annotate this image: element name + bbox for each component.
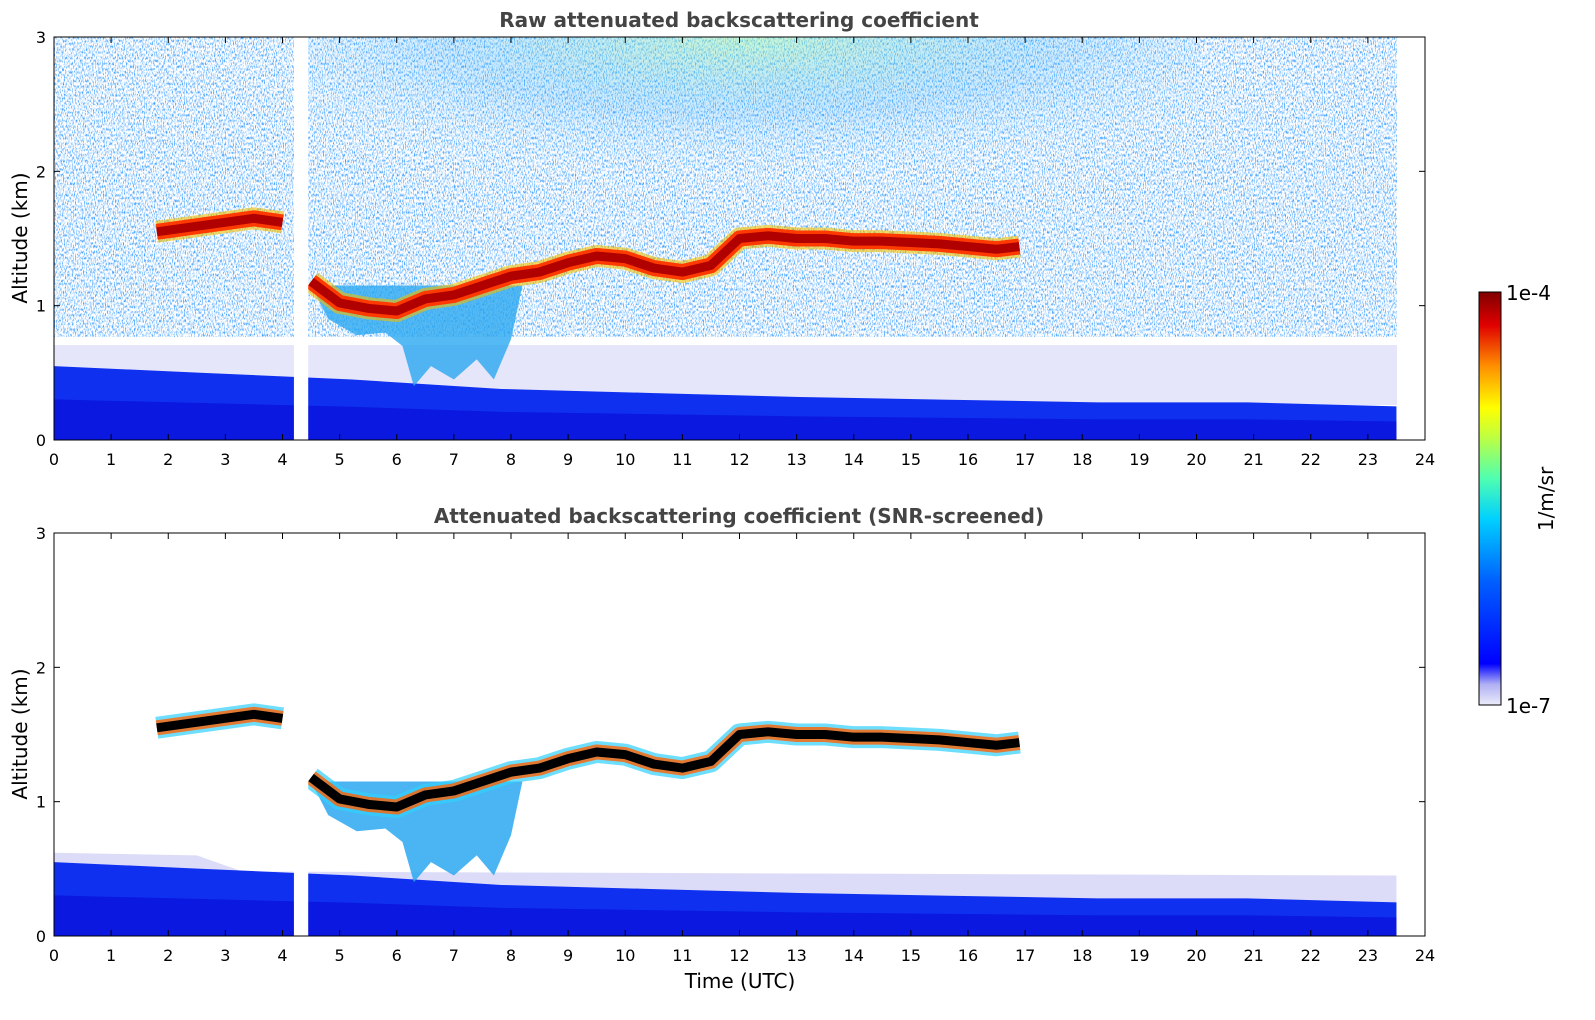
bottom-heatmap [54, 533, 1425, 936]
x-tick-label: 23 [1358, 946, 1378, 965]
x-tick-label: 9 [563, 946, 573, 965]
y-tick-label: 3 [36, 28, 46, 47]
x-tick-label: 2 [163, 946, 173, 965]
x-tick-label: 12 [729, 946, 749, 965]
x-tick-label: 10 [615, 946, 635, 965]
x-tick-label: 24 [1415, 946, 1435, 965]
colorbar: 1e-4 1e-7 1/m/sr [1478, 281, 1558, 718]
x-tick-label: 22 [1301, 450, 1321, 469]
x-tick-label: 21 [1243, 946, 1263, 965]
y-tick-label: 0 [36, 927, 46, 946]
x-tick-label: 19 [1129, 450, 1149, 469]
x-tick-label: 9 [563, 450, 573, 469]
x-tick-label: 21 [1243, 450, 1263, 469]
x-tick-label: 18 [1072, 450, 1092, 469]
y-tick-label: 1 [36, 297, 46, 316]
colorbar-max-label: 1e-4 [1506, 281, 1551, 305]
top-right-blank [1397, 37, 1425, 440]
x-tick-label: 15 [901, 946, 921, 965]
colorbar-gradient [1478, 291, 1502, 706]
x-tick-label: 18 [1072, 946, 1092, 965]
x-tick-label: 15 [901, 450, 921, 469]
x-tick-label: 22 [1301, 946, 1321, 965]
x-tick-label: 10 [615, 450, 635, 469]
x-tick-label: 4 [277, 450, 287, 469]
x-tick-label: 14 [844, 450, 864, 469]
x-tick-label: 5 [335, 450, 345, 469]
top-y-axis: 0 1 2 3 [36, 28, 1425, 450]
top-data-gap [293, 37, 309, 440]
y-tick-label: 0 [36, 431, 46, 450]
top-boundary-layer-core [54, 399, 1397, 440]
x-tick-label: 16 [958, 946, 978, 965]
top-noise-glow [300, 37, 1200, 257]
x-tick-label: 1 [106, 946, 116, 965]
x-tick-label: 16 [958, 450, 978, 469]
x-tick-label: 13 [786, 946, 806, 965]
top-heatmap [54, 37, 1425, 440]
x-tick-label: 12 [729, 450, 749, 469]
bottom-data-gap [293, 533, 309, 936]
x-tick-label: 7 [449, 946, 459, 965]
x-tick-label: 3 [220, 450, 230, 469]
x-tick-label: 8 [506, 450, 516, 469]
top-x-axis: 0 1 2 3 4 5 6 7 8 9 10 11 12 13 14 15 16 17 18 19 20 21 22 23 24 [49, 37, 1435, 469]
x-tick-label: 5 [335, 946, 345, 965]
y-tick-label: 3 [36, 524, 46, 543]
x-tick-label: 3 [220, 946, 230, 965]
x-tick-label: 17 [1015, 946, 1035, 965]
x-tick-label: 2 [163, 450, 173, 469]
colorbar-unit-label: 1/m/sr [1534, 466, 1558, 531]
bottom-x-axis: 0 1 2 3 4 5 6 7 8 9 10 11 12 13 14 15 16 17 18 19 20 21 22 23 24 [49, 533, 1435, 965]
colorbar-min-label: 1e-7 [1506, 694, 1551, 718]
top-cloud-layer [156, 213, 1020, 316]
bottom-y-axis-label: Altitude (km) [8, 668, 32, 799]
top-y-axis-label: Altitude (km) [8, 172, 32, 303]
x-tick-label: 0 [49, 946, 59, 965]
x-tick-label: 20 [1186, 450, 1206, 469]
y-tick-label: 2 [36, 162, 46, 181]
x-tick-label: 7 [449, 450, 459, 469]
top-panel: Raw attenuated backscattering coefficien… [8, 8, 1435, 469]
bottom-cloud-layer [156, 709, 1020, 812]
top-panel-title: Raw attenuated backscattering coefficien… [499, 8, 979, 32]
bottom-panel-title: Attenuated backscattering coefficient (S… [434, 504, 1044, 528]
x-tick-label: 11 [672, 946, 692, 965]
bottom-boundary-layer-core [54, 895, 1397, 936]
x-tick-label: 1 [106, 450, 116, 469]
x-tick-label: 17 [1015, 450, 1035, 469]
bottom-y-axis: 0 1 2 3 [36, 524, 1425, 946]
bottom-panel: Attenuated backscattering coefficient (S… [8, 504, 1435, 993]
y-tick-label: 1 [36, 793, 46, 812]
bottom-x-axis-label: Time (UTC) [684, 969, 796, 993]
x-tick-label: 19 [1129, 946, 1149, 965]
x-tick-label: 6 [392, 946, 402, 965]
x-tick-label: 23 [1358, 450, 1378, 469]
x-tick-label: 0 [49, 450, 59, 469]
bottom-right-blank [1397, 533, 1425, 936]
x-tick-label: 20 [1186, 946, 1206, 965]
x-tick-label: 24 [1415, 450, 1435, 469]
y-tick-label: 2 [36, 658, 46, 677]
x-tick-label: 14 [844, 946, 864, 965]
x-tick-label: 4 [277, 946, 287, 965]
x-tick-label: 8 [506, 946, 516, 965]
x-tick-label: 6 [392, 450, 402, 469]
x-tick-label: 11 [672, 450, 692, 469]
x-tick-label: 13 [786, 450, 806, 469]
